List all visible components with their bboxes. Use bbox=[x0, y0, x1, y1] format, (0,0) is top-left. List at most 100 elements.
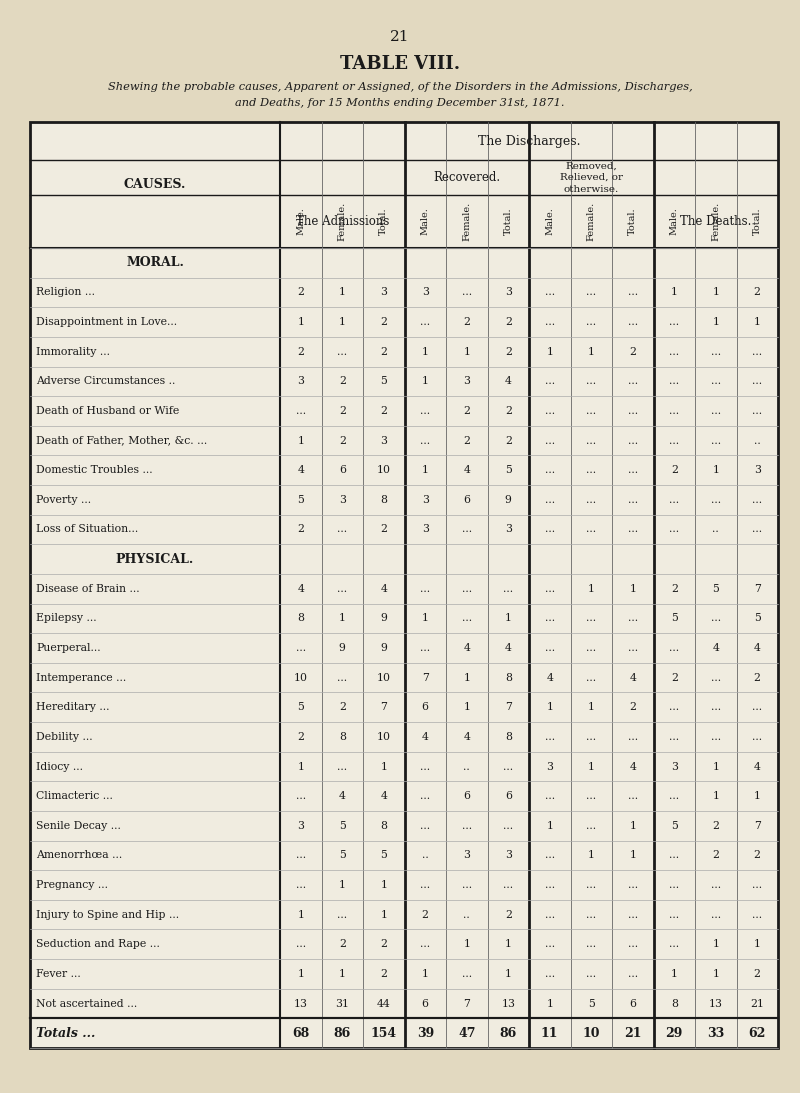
Text: ...: ... bbox=[462, 880, 472, 890]
Text: 1: 1 bbox=[298, 909, 304, 919]
Text: ...: ... bbox=[545, 909, 555, 919]
Text: Female.: Female. bbox=[586, 202, 596, 242]
Text: 8: 8 bbox=[380, 821, 387, 831]
Text: 3: 3 bbox=[380, 436, 387, 446]
Text: 2: 2 bbox=[505, 436, 512, 446]
Text: ...: ... bbox=[752, 732, 762, 742]
Text: Puerperal...: Puerperal... bbox=[36, 643, 101, 653]
Text: 3: 3 bbox=[505, 850, 512, 860]
Text: ..: .. bbox=[754, 436, 761, 446]
Text: 8: 8 bbox=[670, 999, 678, 1009]
Text: ...: ... bbox=[462, 613, 472, 623]
Text: 2: 2 bbox=[338, 703, 346, 713]
Text: Male.: Male. bbox=[670, 208, 678, 235]
Text: Disease of Brain ...: Disease of Brain ... bbox=[36, 584, 140, 593]
Text: 3: 3 bbox=[338, 495, 346, 505]
Text: ...: ... bbox=[503, 880, 514, 890]
Text: 4: 4 bbox=[463, 732, 470, 742]
Text: ...: ... bbox=[628, 791, 638, 801]
Text: 4: 4 bbox=[630, 672, 636, 683]
Text: ...: ... bbox=[669, 703, 679, 713]
Text: ...: ... bbox=[710, 346, 721, 356]
Text: 1: 1 bbox=[754, 939, 761, 950]
Text: Injury to Spine and Hip ...: Injury to Spine and Hip ... bbox=[36, 909, 179, 919]
Text: Female.: Female. bbox=[711, 202, 720, 242]
Text: 5: 5 bbox=[380, 850, 387, 860]
Text: ...: ... bbox=[586, 821, 596, 831]
Text: 2: 2 bbox=[505, 909, 512, 919]
Text: ...: ... bbox=[545, 466, 555, 475]
Text: 1: 1 bbox=[712, 791, 719, 801]
Text: ...: ... bbox=[752, 376, 762, 386]
Text: Removed,
Relieved, or
otherwise.: Removed, Relieved, or otherwise. bbox=[560, 161, 622, 193]
Text: ...: ... bbox=[628, 376, 638, 386]
Text: Male.: Male. bbox=[421, 208, 430, 235]
Text: 21: 21 bbox=[624, 1026, 642, 1039]
Text: 5: 5 bbox=[505, 466, 512, 475]
Text: Total.: Total. bbox=[379, 208, 388, 235]
Text: Recovered.: Recovered. bbox=[433, 171, 500, 184]
Text: 1: 1 bbox=[754, 317, 761, 327]
Text: 1: 1 bbox=[338, 880, 346, 890]
Text: ...: ... bbox=[420, 643, 430, 653]
Text: 1: 1 bbox=[546, 346, 554, 356]
Text: 2: 2 bbox=[338, 436, 346, 446]
Text: ...: ... bbox=[628, 466, 638, 475]
Text: 2: 2 bbox=[463, 436, 470, 446]
Text: TABLE VIII.: TABLE VIII. bbox=[340, 55, 460, 73]
Text: 2: 2 bbox=[712, 821, 719, 831]
Text: ...: ... bbox=[462, 821, 472, 831]
Text: 5: 5 bbox=[588, 999, 594, 1009]
Text: 9: 9 bbox=[505, 495, 512, 505]
Text: ...: ... bbox=[337, 525, 347, 534]
Text: 1: 1 bbox=[712, 466, 719, 475]
Text: 29: 29 bbox=[666, 1026, 683, 1039]
Text: 7: 7 bbox=[422, 672, 429, 683]
Text: 1: 1 bbox=[463, 703, 470, 713]
Text: ...: ... bbox=[628, 909, 638, 919]
Text: ...: ... bbox=[586, 495, 596, 505]
Text: Not ascertained ...: Not ascertained ... bbox=[36, 999, 138, 1009]
Text: 2: 2 bbox=[422, 909, 429, 919]
Text: 39: 39 bbox=[417, 1026, 434, 1039]
Text: Idiocy ...: Idiocy ... bbox=[36, 762, 83, 772]
Text: ...: ... bbox=[420, 762, 430, 772]
Text: ...: ... bbox=[669, 376, 679, 386]
Text: 3: 3 bbox=[298, 821, 304, 831]
Text: ...: ... bbox=[669, 909, 679, 919]
Text: ...: ... bbox=[545, 287, 555, 297]
Text: ...: ... bbox=[752, 525, 762, 534]
Text: 4: 4 bbox=[422, 732, 429, 742]
Text: 33: 33 bbox=[707, 1026, 724, 1039]
Text: 8: 8 bbox=[505, 672, 512, 683]
Text: 3: 3 bbox=[505, 287, 512, 297]
Text: MORAL.: MORAL. bbox=[126, 257, 184, 269]
Text: 7: 7 bbox=[380, 703, 387, 713]
Text: 2: 2 bbox=[463, 317, 470, 327]
Text: 2: 2 bbox=[754, 287, 761, 297]
Text: 1: 1 bbox=[588, 850, 594, 860]
Text: 4: 4 bbox=[505, 376, 512, 386]
Text: 5: 5 bbox=[298, 495, 304, 505]
Text: Female.: Female. bbox=[338, 202, 346, 242]
Text: 2: 2 bbox=[338, 939, 346, 950]
Text: ...: ... bbox=[586, 466, 596, 475]
Text: ...: ... bbox=[628, 968, 638, 979]
Text: ...: ... bbox=[420, 317, 430, 327]
Text: 1: 1 bbox=[754, 791, 761, 801]
Text: ...: ... bbox=[710, 672, 721, 683]
Text: The Admissions: The Admissions bbox=[295, 215, 389, 228]
Text: 4: 4 bbox=[380, 584, 387, 593]
Text: ..: .. bbox=[463, 909, 470, 919]
Text: The Discharges.: The Discharges. bbox=[478, 134, 580, 148]
Text: 2: 2 bbox=[670, 584, 678, 593]
Text: 6: 6 bbox=[463, 495, 470, 505]
Text: The Deaths.: The Deaths. bbox=[680, 215, 751, 228]
Text: 1: 1 bbox=[546, 821, 554, 831]
Text: PHYSICAL.: PHYSICAL. bbox=[116, 553, 194, 565]
Text: 4: 4 bbox=[339, 791, 346, 801]
Text: ...: ... bbox=[545, 939, 555, 950]
Text: 4: 4 bbox=[546, 672, 553, 683]
Text: ...: ... bbox=[296, 643, 306, 653]
Text: Total.: Total. bbox=[504, 208, 513, 235]
